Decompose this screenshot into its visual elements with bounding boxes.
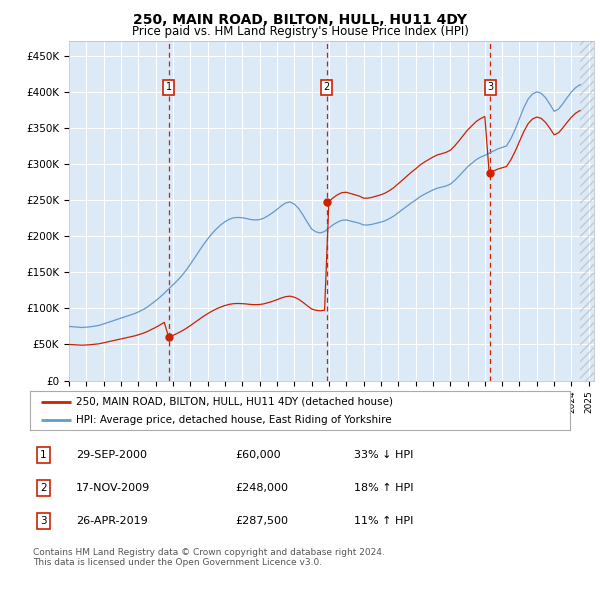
Text: 3: 3 xyxy=(487,82,493,92)
Text: 29-SEP-2000: 29-SEP-2000 xyxy=(76,450,147,460)
Text: £287,500: £287,500 xyxy=(235,516,288,526)
Text: HPI: Average price, detached house, East Riding of Yorkshire: HPI: Average price, detached house, East… xyxy=(76,415,392,425)
Text: 11% ↑ HPI: 11% ↑ HPI xyxy=(354,516,413,526)
Text: 250, MAIN ROAD, BILTON, HULL, HU11 4DY (detached house): 250, MAIN ROAD, BILTON, HULL, HU11 4DY (… xyxy=(76,397,393,407)
Text: £248,000: £248,000 xyxy=(235,483,288,493)
Text: 18% ↑ HPI: 18% ↑ HPI xyxy=(354,483,413,493)
Text: 2: 2 xyxy=(323,82,330,92)
Text: 1: 1 xyxy=(166,82,172,92)
Text: 3: 3 xyxy=(40,516,47,526)
Text: 1: 1 xyxy=(40,450,47,460)
Text: 17-NOV-2009: 17-NOV-2009 xyxy=(76,483,150,493)
Bar xyxy=(580,41,594,381)
Text: 2: 2 xyxy=(40,483,47,493)
Text: Price paid vs. HM Land Registry's House Price Index (HPI): Price paid vs. HM Land Registry's House … xyxy=(131,25,469,38)
Text: 250, MAIN ROAD, BILTON, HULL, HU11 4DY: 250, MAIN ROAD, BILTON, HULL, HU11 4DY xyxy=(133,13,467,27)
Text: 26-APR-2019: 26-APR-2019 xyxy=(76,516,148,526)
Text: Contains HM Land Registry data © Crown copyright and database right 2024.
This d: Contains HM Land Registry data © Crown c… xyxy=(33,548,385,567)
Text: 33% ↓ HPI: 33% ↓ HPI xyxy=(354,450,413,460)
Text: £60,000: £60,000 xyxy=(235,450,281,460)
